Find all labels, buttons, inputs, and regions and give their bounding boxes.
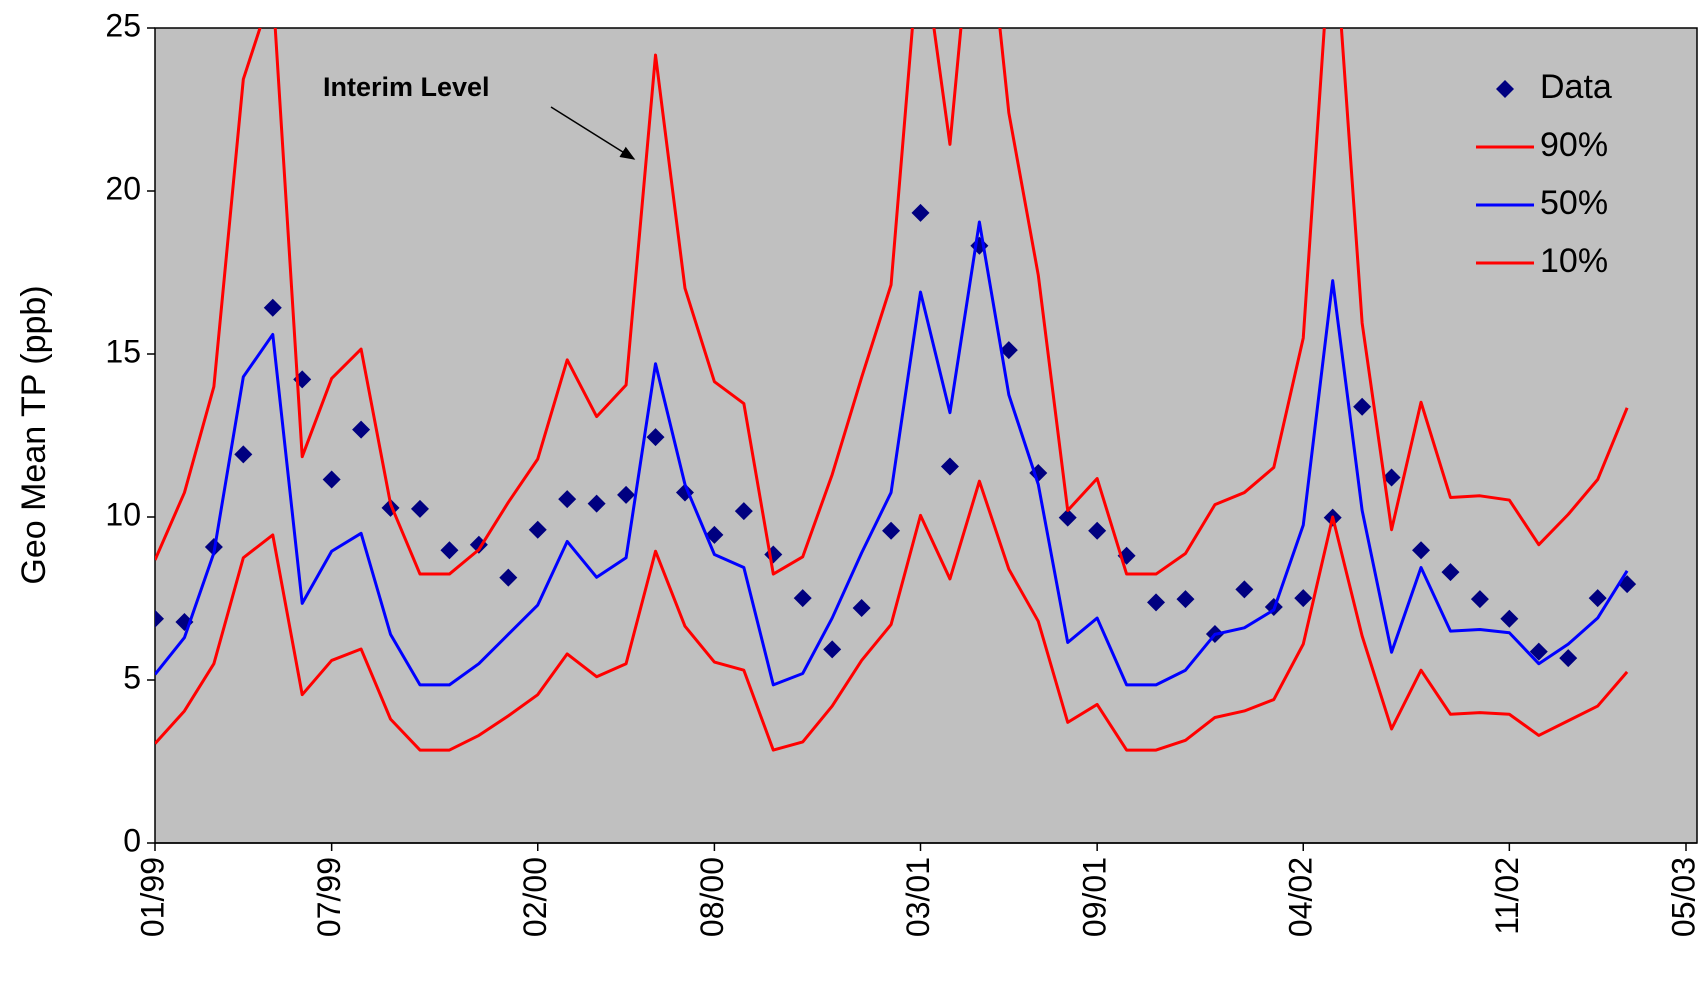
legend-label: Data [1540, 68, 1612, 106]
data-point [1088, 521, 1107, 540]
data-point [1353, 397, 1372, 416]
data-point [528, 520, 547, 539]
series-line [155, 479, 1629, 752]
data-point [558, 490, 577, 509]
series-line [155, 220, 1629, 687]
plot-marks [155, 28, 1637, 752]
annotation-arrow [550, 106, 636, 160]
data-point [155, 609, 164, 628]
x-tick-label: 04/02 [1283, 857, 1319, 937]
data-point [882, 521, 901, 540]
data-point [940, 457, 959, 476]
data-point [440, 541, 459, 560]
data-point [1412, 541, 1431, 560]
data-point [823, 640, 842, 659]
data-point [999, 341, 1018, 360]
data-point [1470, 590, 1489, 609]
legend-label: 90% [1540, 126, 1608, 164]
y-tick-label: 20 [105, 170, 141, 206]
data-point [911, 203, 930, 222]
data-point [410, 499, 429, 518]
data-point [1058, 508, 1077, 527]
legend-label: 10% [1540, 242, 1608, 280]
data-point [793, 589, 812, 608]
data-point [1588, 589, 1607, 608]
y-tick-label: 25 [105, 7, 141, 43]
x-tick-label: 07/99 [311, 857, 347, 937]
x-tick-label: 03/01 [900, 857, 936, 937]
legend-marker [1496, 80, 1514, 98]
data-point [1176, 590, 1195, 609]
y-axis-label: Geo Mean TP (ppb) [15, 285, 53, 584]
data-point [1559, 649, 1578, 668]
data-point [1500, 609, 1519, 628]
data-point [1441, 563, 1460, 582]
data-point [705, 525, 724, 544]
data-point [352, 420, 371, 439]
x-tick-label: 11/02 [1489, 857, 1525, 935]
data-point [1235, 580, 1254, 599]
plot-area [154, 27, 1698, 844]
x-tick-label: 01/99 [134, 857, 170, 937]
data-point [1294, 589, 1313, 608]
x-tick-label: 08/00 [694, 857, 730, 937]
data-point [234, 445, 253, 464]
data-point [1382, 468, 1401, 487]
annotation: Interim Level [323, 72, 490, 102]
series-line [155, 28, 1629, 576]
data-point [322, 470, 341, 489]
data-point [587, 494, 606, 513]
x-tick-label: 09/01 [1077, 857, 1113, 937]
y-tick-label: 10 [105, 496, 141, 532]
x-tick-label: 02/00 [517, 857, 553, 937]
y-tick-label: 0 [123, 822, 141, 858]
x-tick-label: 05/03 [1665, 857, 1701, 937]
y-tick-label: 15 [105, 333, 141, 369]
data-point [617, 485, 636, 504]
data-point [1147, 593, 1166, 612]
data-point [1529, 642, 1548, 661]
data-point [646, 428, 665, 447]
data-point [852, 598, 871, 617]
data-point [499, 568, 518, 587]
data-point [263, 298, 282, 317]
y-tick-label: 5 [123, 659, 141, 695]
legend-label: 50% [1540, 184, 1608, 222]
data-point [734, 502, 753, 521]
